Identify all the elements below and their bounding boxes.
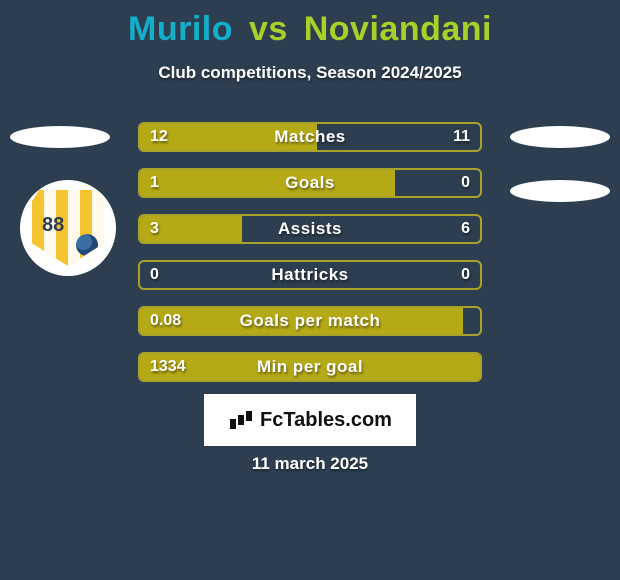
player1-club-badge: 88	[20, 180, 116, 276]
bar-label: Hattricks	[140, 265, 480, 285]
vs-separator: vs	[249, 10, 288, 48]
avatar-placeholder-icon	[510, 126, 610, 148]
bar-value-left: 0.08	[150, 312, 181, 330]
brand-footer: FcTables.com	[204, 394, 416, 446]
bar-value-left: 0	[150, 266, 159, 284]
stat-bar: 3Assists6	[138, 214, 482, 244]
stat-bar: 0Hattricks0	[138, 260, 482, 290]
badge-number: 88	[42, 214, 64, 237]
bar-fill	[140, 308, 463, 334]
bar-value-left: 1334	[150, 358, 186, 376]
player1-name: Murilo	[128, 10, 233, 48]
player2-club-badge	[510, 180, 610, 202]
bar-fill	[140, 354, 480, 380]
bar-value-left: 1	[150, 174, 159, 192]
player2-avatar	[510, 126, 610, 226]
bar-value-right: 6	[461, 220, 470, 238]
bar-value-right: 0	[461, 266, 470, 284]
avatar-placeholder-icon	[10, 126, 110, 148]
bar-value-right: 0	[461, 174, 470, 192]
bar-value-right: 11	[453, 128, 470, 146]
stat-bar: 1334Min per goal	[138, 352, 482, 382]
date-label: 11 march 2025	[0, 454, 620, 474]
soccer-ball-icon	[76, 234, 98, 256]
page-title: Murilo vs Noviandani	[0, 0, 620, 49]
player2-name: Noviandani	[304, 10, 492, 48]
stat-bar: 12Matches11	[138, 122, 482, 152]
subtitle: Club competitions, Season 2024/2025	[0, 63, 620, 83]
shield-icon: 88	[32, 190, 104, 266]
brand-text: FcTables.com	[260, 409, 392, 432]
bar-value-left: 12	[150, 128, 168, 146]
bar-value-left: 3	[150, 220, 159, 238]
bars-logo-icon	[228, 409, 254, 431]
stat-bar: 0.08Goals per match	[138, 306, 482, 336]
bar-fill	[140, 170, 395, 196]
stats-bars: 12Matches111Goals03Assists60Hattricks00.…	[138, 122, 482, 398]
stat-bar: 1Goals0	[138, 168, 482, 198]
